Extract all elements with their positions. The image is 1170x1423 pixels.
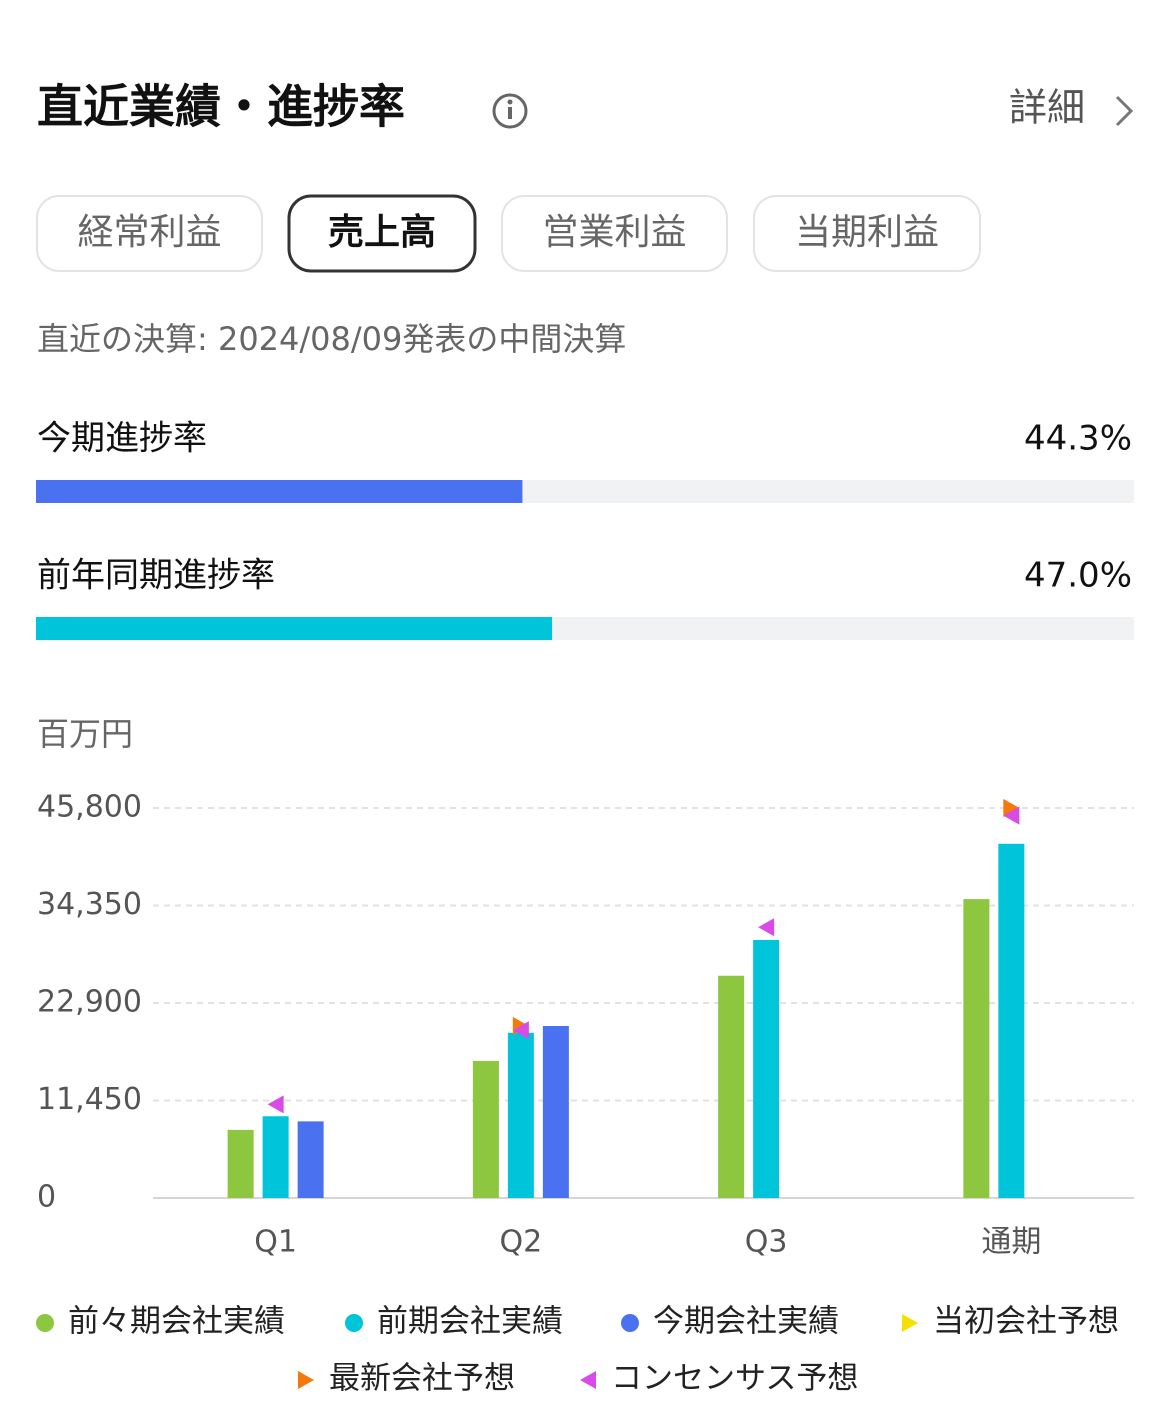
legend-label: 今期会社実績: [653, 1304, 839, 1340]
forecast-marker: [758, 918, 775, 937]
bar: [262, 1116, 289, 1198]
legend-label: 当初会社予想: [933, 1304, 1119, 1340]
tab-label: 経常利益: [77, 212, 221, 253]
forecast-marker: [1003, 806, 1020, 825]
legend-label: コンセンサス予想: [611, 1361, 858, 1397]
legend-swatch: [298, 1371, 314, 1389]
bar: [227, 1129, 254, 1198]
note: 直近の決算: 2024/08/09発表の中間決算: [37, 320, 626, 358]
legend-label: 前々期会社実績: [68, 1304, 285, 1340]
forecast-marker: [267, 1095, 284, 1114]
x-tick-label: Q3: [745, 1225, 788, 1260]
tab[interactable]: [36, 195, 263, 272]
progress-bar: [36, 617, 553, 640]
tab[interactable]: [753, 195, 981, 272]
forecast-marker: [1003, 799, 1020, 817]
tab-label: 当期利益: [795, 212, 939, 253]
bar: [542, 1025, 569, 1198]
progress-label: 今期進捗率: [37, 419, 207, 459]
progress-value: 47.0%: [1024, 556, 1132, 596]
legend-label: 前期会社実績: [377, 1304, 563, 1340]
legend-swatch: [621, 1314, 639, 1332]
bar: [718, 975, 745, 1198]
tab[interactable]: [287, 194, 477, 273]
x-tick-label: 通期: [981, 1225, 1041, 1260]
y-tick-label: 22,900: [37, 985, 142, 1020]
tab-label: 売上高: [328, 212, 436, 253]
bar: [998, 843, 1025, 1198]
legend-swatch: [36, 1314, 54, 1332]
tab[interactable]: [501, 195, 728, 272]
y-tick-label: 0: [37, 1180, 56, 1215]
legend-label: 最新会社予想: [329, 1361, 515, 1397]
tab-label: 営業利益: [542, 212, 686, 253]
forecast-marker: [512, 1021, 529, 1040]
y-tick-label: 11,450: [37, 1082, 142, 1117]
legend-swatch: [580, 1371, 596, 1389]
bar: [963, 899, 990, 1198]
section-title: 直近業績・進捗率: [37, 80, 405, 134]
progress-value: 44.3%: [1024, 419, 1132, 459]
progress-bar: [36, 480, 523, 503]
legend-swatch: [902, 1314, 918, 1332]
bar: [472, 1060, 499, 1198]
y-tick-label: 45,800: [37, 790, 142, 825]
detail-link[interactable]: 詳細: [1009, 86, 1085, 130]
bar: [507, 1032, 534, 1198]
y-tick-label: 34,350: [37, 887, 142, 922]
chevron: [1115, 95, 1134, 127]
x-tick-label: Q2: [500, 1225, 543, 1260]
x-tick-label: Q1: [254, 1225, 297, 1260]
bar: [753, 939, 780, 1198]
y-axis-label: 百万円: [37, 715, 133, 753]
bar: [297, 1121, 324, 1198]
legend-swatch: [345, 1314, 363, 1332]
progress-label: 前年同期進捗率: [37, 556, 275, 596]
info-icon[interactable]: [492, 93, 528, 129]
